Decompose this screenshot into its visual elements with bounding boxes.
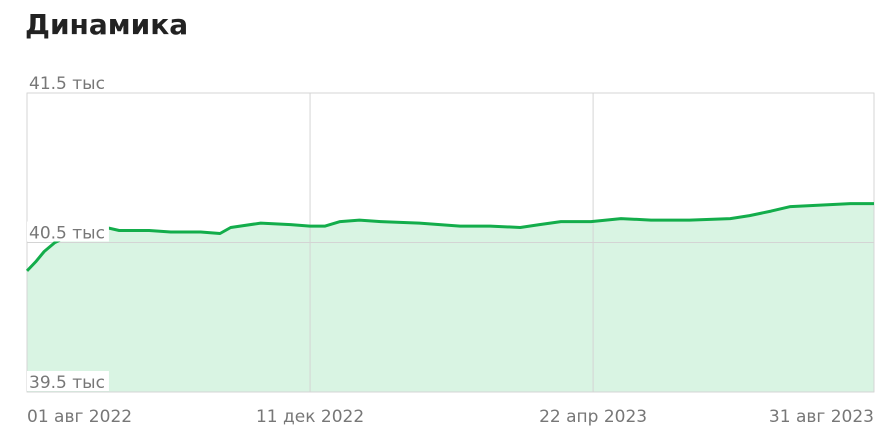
label-background — [27, 371, 109, 391]
x-tick-label: 22 апр 2023 — [539, 407, 647, 427]
y-tick-label: 39.5 тыс — [29, 373, 105, 393]
y-tick-label: 40.5 тыс — [29, 224, 105, 244]
label-background — [27, 72, 109, 92]
line — [25, 202, 874, 272]
x-tick-label: 01 авг 2022 — [27, 407, 132, 427]
y-tick-label: 41.5 тыс — [29, 74, 105, 94]
area — [27, 203, 874, 392]
label-background — [27, 221, 109, 242]
x-tick-label: 31 авг 2023 — [769, 407, 874, 427]
x-tick-label: 11 дек 2022 — [256, 407, 364, 427]
chart-title: Динамика — [25, 8, 188, 41]
